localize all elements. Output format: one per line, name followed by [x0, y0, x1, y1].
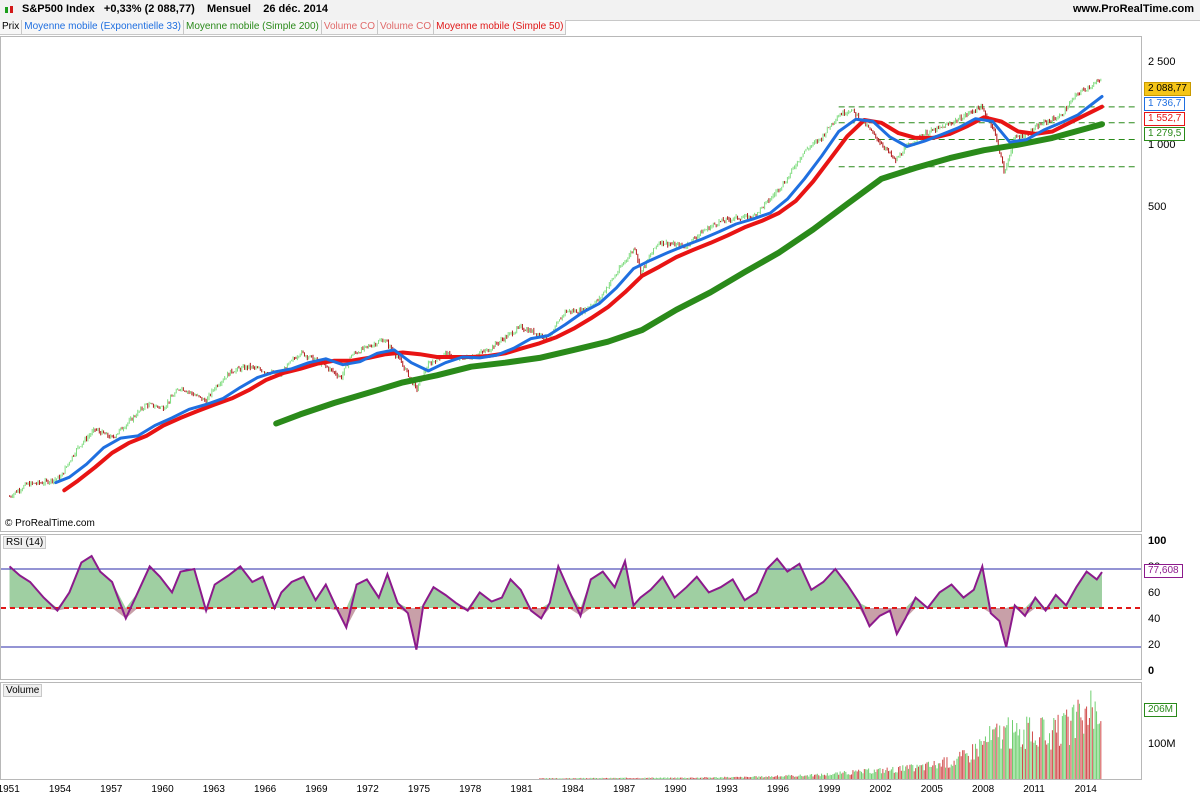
year-tick-label: 2011	[1023, 784, 1045, 795]
price-tick-label: 1 000	[1148, 138, 1176, 151]
volume-title: Volume	[3, 684, 43, 697]
rsi-last-value-badge: 77,608	[1144, 564, 1183, 579]
rsi-tick-label: 40	[1148, 613, 1161, 625]
year-tick-label: 1969	[305, 784, 328, 795]
legend-item[interactable]: Moyenne mobile (Exponentielle 33)	[22, 20, 184, 34]
volume-axis[interactable]: 100M 206M	[1142, 682, 1200, 780]
year-tick-label: 1960	[151, 784, 174, 795]
year-tick-label: 1981	[510, 784, 533, 795]
copyright-label: © ProRealTime.com	[5, 518, 95, 529]
rsi-chart[interactable]	[1, 535, 1142, 680]
year-tick-label: 1975	[407, 784, 431, 795]
chart-title: S&P500 Index +0,33% (2 088,77) Mensuel 2…	[22, 3, 329, 15]
candlestick-icon	[5, 6, 13, 13]
year-tick-label: 1993	[715, 784, 738, 795]
year-tick-label: 1972	[356, 784, 379, 795]
legend-item[interactable]: Volume CO	[322, 20, 378, 34]
year-tick-label: 1984	[561, 784, 584, 795]
year-tick-label: 2008	[972, 784, 995, 795]
rsi-tick-label: 100	[1148, 535, 1167, 547]
last-value-badge: 2 088,77	[1144, 82, 1191, 96]
indicator-legend: Prix Moyenne mobile (Exponentielle 33) Moy…	[0, 20, 567, 35]
price-tick-label: 2 500	[1148, 55, 1176, 68]
last-value-badge: 1 736,7	[1144, 97, 1186, 111]
year-tick-label: 2002	[869, 784, 892, 795]
price-axis[interactable]: 500 1 000 2 500 2 088,77 1 736,7 1 552,7 1 279…	[1142, 36, 1200, 532]
year-tick-label: 2014	[1074, 784, 1097, 795]
legend-item[interactable]: Moyenne mobile (Simple 50)	[434, 20, 567, 34]
legend-item[interactable]: Moyenne mobile (Simple 200)	[184, 20, 322, 34]
rsi-panel[interactable]: RSI (14)	[0, 534, 1142, 680]
price-chart[interactable]	[1, 37, 1142, 532]
year-tick-label: 1966	[253, 784, 277, 795]
year-tick-label: 2005	[920, 784, 943, 795]
volume-last-value-badge: 206M	[1144, 702, 1178, 717]
ema33-line	[54, 95, 1104, 485]
rsi-area-below	[9, 608, 1102, 650]
year-tick-label: 1954	[48, 784, 72, 795]
chart-header: S&P500 Index +0,33% (2 088,77) Mensuel 2…	[0, 0, 1200, 21]
last-value-badge: 1 279,5	[1144, 127, 1186, 141]
sma50-line	[62, 104, 1104, 493]
rsi-tick-label: 20	[1148, 639, 1161, 651]
rsi-axis[interactable]: 02040608010077,608	[1142, 534, 1200, 680]
rsi-line	[8, 554, 1103, 650]
year-tick-label: 1957	[100, 784, 123, 795]
legend-item[interactable]: Volume CO	[378, 20, 435, 34]
legend-item[interactable]: Prix	[0, 20, 23, 34]
year-tick-label: 1951	[0, 784, 20, 795]
site-link[interactable]: www.ProRealTime.com	[1072, 3, 1194, 15]
year-tick-label: 1987	[612, 784, 636, 795]
rsi-tick-label: 60	[1148, 587, 1161, 599]
rsi-area-above	[9, 556, 1102, 608]
year-tick-label: 1978	[459, 784, 482, 795]
volume-panel[interactable]: Volume	[0, 682, 1142, 780]
volume-chart[interactable]	[1, 683, 1142, 780]
volume-tick-label: 100M	[1148, 737, 1176, 750]
rsi-title: RSI (14)	[3, 536, 47, 549]
year-tick-label: 1996	[766, 784, 790, 795]
rsi-tick-label: 0	[1148, 665, 1155, 677]
year-tick-label: 1963	[202, 784, 225, 795]
sma200-line	[273, 121, 1105, 427]
time-axis[interactable]: 1951 1954 1957 1960 1963 1966 1969 1972 1975 1978…	[0, 780, 1142, 800]
price-panel[interactable]: © ProRealTime.com	[0, 36, 1142, 532]
year-tick-label: 1990	[664, 784, 687, 795]
last-value-badge: 1 552,7	[1144, 112, 1186, 126]
price-tick-label: 500	[1148, 201, 1167, 214]
year-tick-label: 1999	[818, 784, 841, 795]
